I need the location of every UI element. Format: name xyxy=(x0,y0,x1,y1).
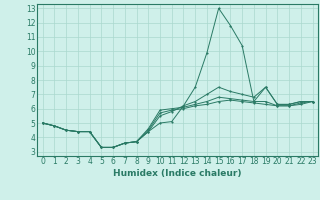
X-axis label: Humidex (Indice chaleur): Humidex (Indice chaleur) xyxy=(113,169,242,178)
